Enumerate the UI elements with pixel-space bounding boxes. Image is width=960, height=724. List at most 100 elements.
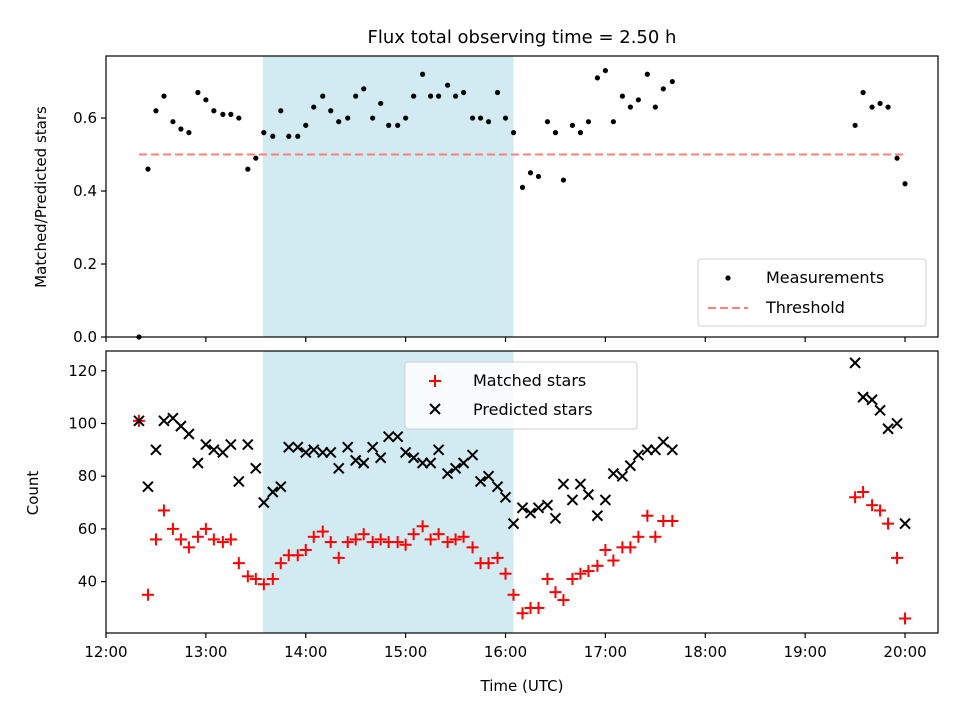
data-point	[208, 444, 220, 456]
data-point	[610, 119, 616, 125]
data-point	[544, 119, 551, 125]
data-point	[519, 184, 526, 190]
data-point	[524, 507, 537, 519]
legend-predicted-marker	[429, 403, 441, 415]
data-point-stroke	[657, 436, 670, 448]
data-point-stroke	[882, 423, 894, 435]
data-point	[527, 170, 534, 176]
data-point	[577, 130, 584, 136]
data-point	[894, 155, 900, 161]
data-point	[145, 166, 151, 172]
data-point	[535, 173, 542, 180]
series-matched-stars	[132, 414, 912, 625]
data-point	[549, 512, 562, 525]
data-point	[882, 517, 895, 530]
data-point	[666, 444, 679, 456]
data-point	[250, 462, 262, 474]
data-point	[541, 499, 554, 511]
data-point-stroke	[208, 444, 220, 456]
chart-title: Flux total observing time = 2.50 h	[368, 27, 677, 48]
data-point	[852, 122, 858, 128]
data-point	[174, 533, 187, 546]
data-point	[466, 449, 479, 461]
data-point	[877, 100, 883, 107]
data-point	[308, 444, 320, 456]
data-point	[602, 67, 608, 74]
data-point	[153, 108, 159, 114]
data-point-stroke	[267, 486, 279, 498]
data-point	[325, 446, 337, 459]
data-point-stroke	[507, 517, 520, 530]
data-point	[245, 166, 251, 172]
data-point-stroke	[516, 502, 529, 514]
data-point	[441, 467, 454, 480]
data-point	[211, 108, 217, 114]
data-point-stroke	[258, 496, 270, 509]
data-point-stroke	[849, 357, 861, 369]
data-point	[158, 415, 170, 427]
data-point	[416, 520, 429, 533]
data-point-stroke	[599, 494, 612, 506]
data-point-stroke	[632, 449, 645, 461]
data-point	[186, 130, 192, 136]
data-point	[300, 446, 312, 459]
top-ylabel: Matched/Predicted stars	[32, 106, 50, 288]
data-point	[333, 462, 345, 474]
data-point	[599, 543, 612, 556]
data-point-stroke	[192, 457, 204, 469]
top-legend: Measurements Threshold	[697, 258, 927, 327]
data-point	[599, 494, 612, 506]
data-point	[857, 486, 870, 498]
data-point	[428, 93, 434, 99]
y-tick-label: 0.6	[73, 109, 97, 127]
data-point	[644, 71, 650, 77]
data-point-stroke	[424, 457, 437, 469]
data-point-stroke	[607, 467, 620, 480]
data-point	[150, 444, 162, 456]
data-point-stroke	[449, 462, 462, 474]
data-point	[466, 541, 479, 554]
data-point	[157, 504, 170, 517]
data-point	[627, 104, 633, 110]
data-point	[902, 181, 908, 187]
data-point	[170, 119, 176, 125]
x-tick-label: 18:00	[684, 643, 727, 661]
data-point	[849, 357, 861, 369]
data-point-stroke	[357, 457, 370, 469]
data-point	[494, 89, 501, 96]
series-predicted-stars	[133, 357, 911, 530]
data-point	[624, 541, 637, 554]
data-point-stroke	[133, 415, 145, 427]
data-point	[142, 481, 154, 493]
data-point-stroke	[391, 430, 404, 443]
data-point	[582, 565, 595, 578]
legend-measurements-label: Measurements	[766, 268, 884, 287]
data-point-stroke	[200, 438, 212, 451]
data-point	[149, 533, 162, 546]
data-point	[652, 104, 658, 110]
data-point	[552, 130, 559, 136]
data-point	[585, 119, 592, 125]
data-point	[258, 496, 270, 509]
data-point	[444, 82, 451, 88]
data-point-stroke	[616, 470, 629, 482]
data-point	[307, 530, 320, 543]
data-point-stroke	[283, 441, 295, 453]
data-point	[460, 89, 467, 96]
data-point-stroke	[457, 457, 470, 469]
data-point-stroke	[441, 467, 454, 480]
data-point	[607, 467, 620, 480]
y-tick-label: 120	[68, 362, 97, 380]
data-point	[278, 108, 284, 114]
data-point-stroke	[333, 462, 345, 474]
data-point	[616, 470, 629, 482]
data-point	[866, 499, 879, 512]
data-point	[482, 470, 495, 482]
data-point	[432, 528, 445, 541]
data-point	[357, 457, 370, 469]
data-point-stroke	[292, 441, 304, 453]
data-point	[452, 93, 459, 99]
data-point-stroke	[175, 420, 187, 432]
data-point	[485, 119, 492, 125]
data-point-stroke	[225, 438, 237, 451]
